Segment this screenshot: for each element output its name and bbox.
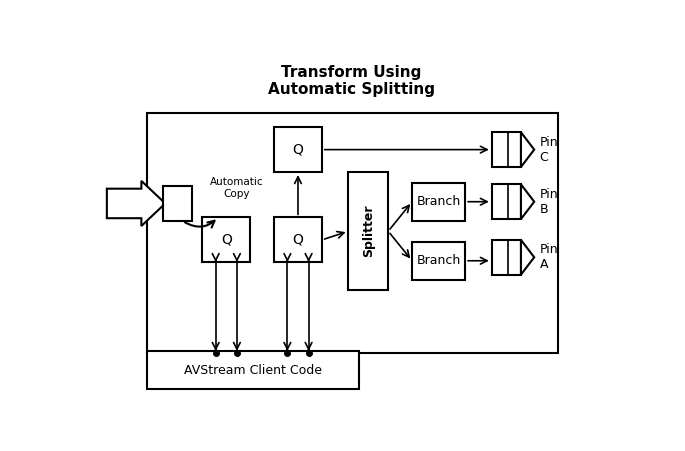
Text: Q: Q xyxy=(292,233,303,247)
FancyBboxPatch shape xyxy=(147,351,359,389)
FancyBboxPatch shape xyxy=(147,113,558,353)
FancyBboxPatch shape xyxy=(274,217,322,262)
Text: Branch: Branch xyxy=(416,195,461,208)
FancyBboxPatch shape xyxy=(203,217,250,262)
Text: AVStream Client Code: AVStream Client Code xyxy=(184,364,322,377)
Text: Pin
B: Pin B xyxy=(540,188,558,216)
FancyBboxPatch shape xyxy=(162,186,192,221)
FancyBboxPatch shape xyxy=(412,242,465,280)
FancyBboxPatch shape xyxy=(349,172,388,290)
Text: Pin
A: Pin A xyxy=(540,243,558,271)
Text: Q: Q xyxy=(221,233,232,247)
FancyBboxPatch shape xyxy=(412,183,465,221)
Polygon shape xyxy=(521,132,534,167)
Text: Splitter: Splitter xyxy=(362,205,375,258)
Text: Transform Using
Automatic Splitting: Transform Using Automatic Splitting xyxy=(268,64,434,97)
FancyBboxPatch shape xyxy=(492,184,521,219)
FancyBboxPatch shape xyxy=(274,127,322,172)
Polygon shape xyxy=(521,240,534,275)
Text: Automatic
Copy: Automatic Copy xyxy=(210,177,264,198)
Polygon shape xyxy=(107,181,165,226)
FancyBboxPatch shape xyxy=(492,240,521,275)
Text: Q: Q xyxy=(292,143,303,156)
Text: Pin
C: Pin C xyxy=(540,136,558,164)
Text: Branch: Branch xyxy=(416,254,461,267)
FancyBboxPatch shape xyxy=(492,132,521,167)
Polygon shape xyxy=(521,184,534,219)
